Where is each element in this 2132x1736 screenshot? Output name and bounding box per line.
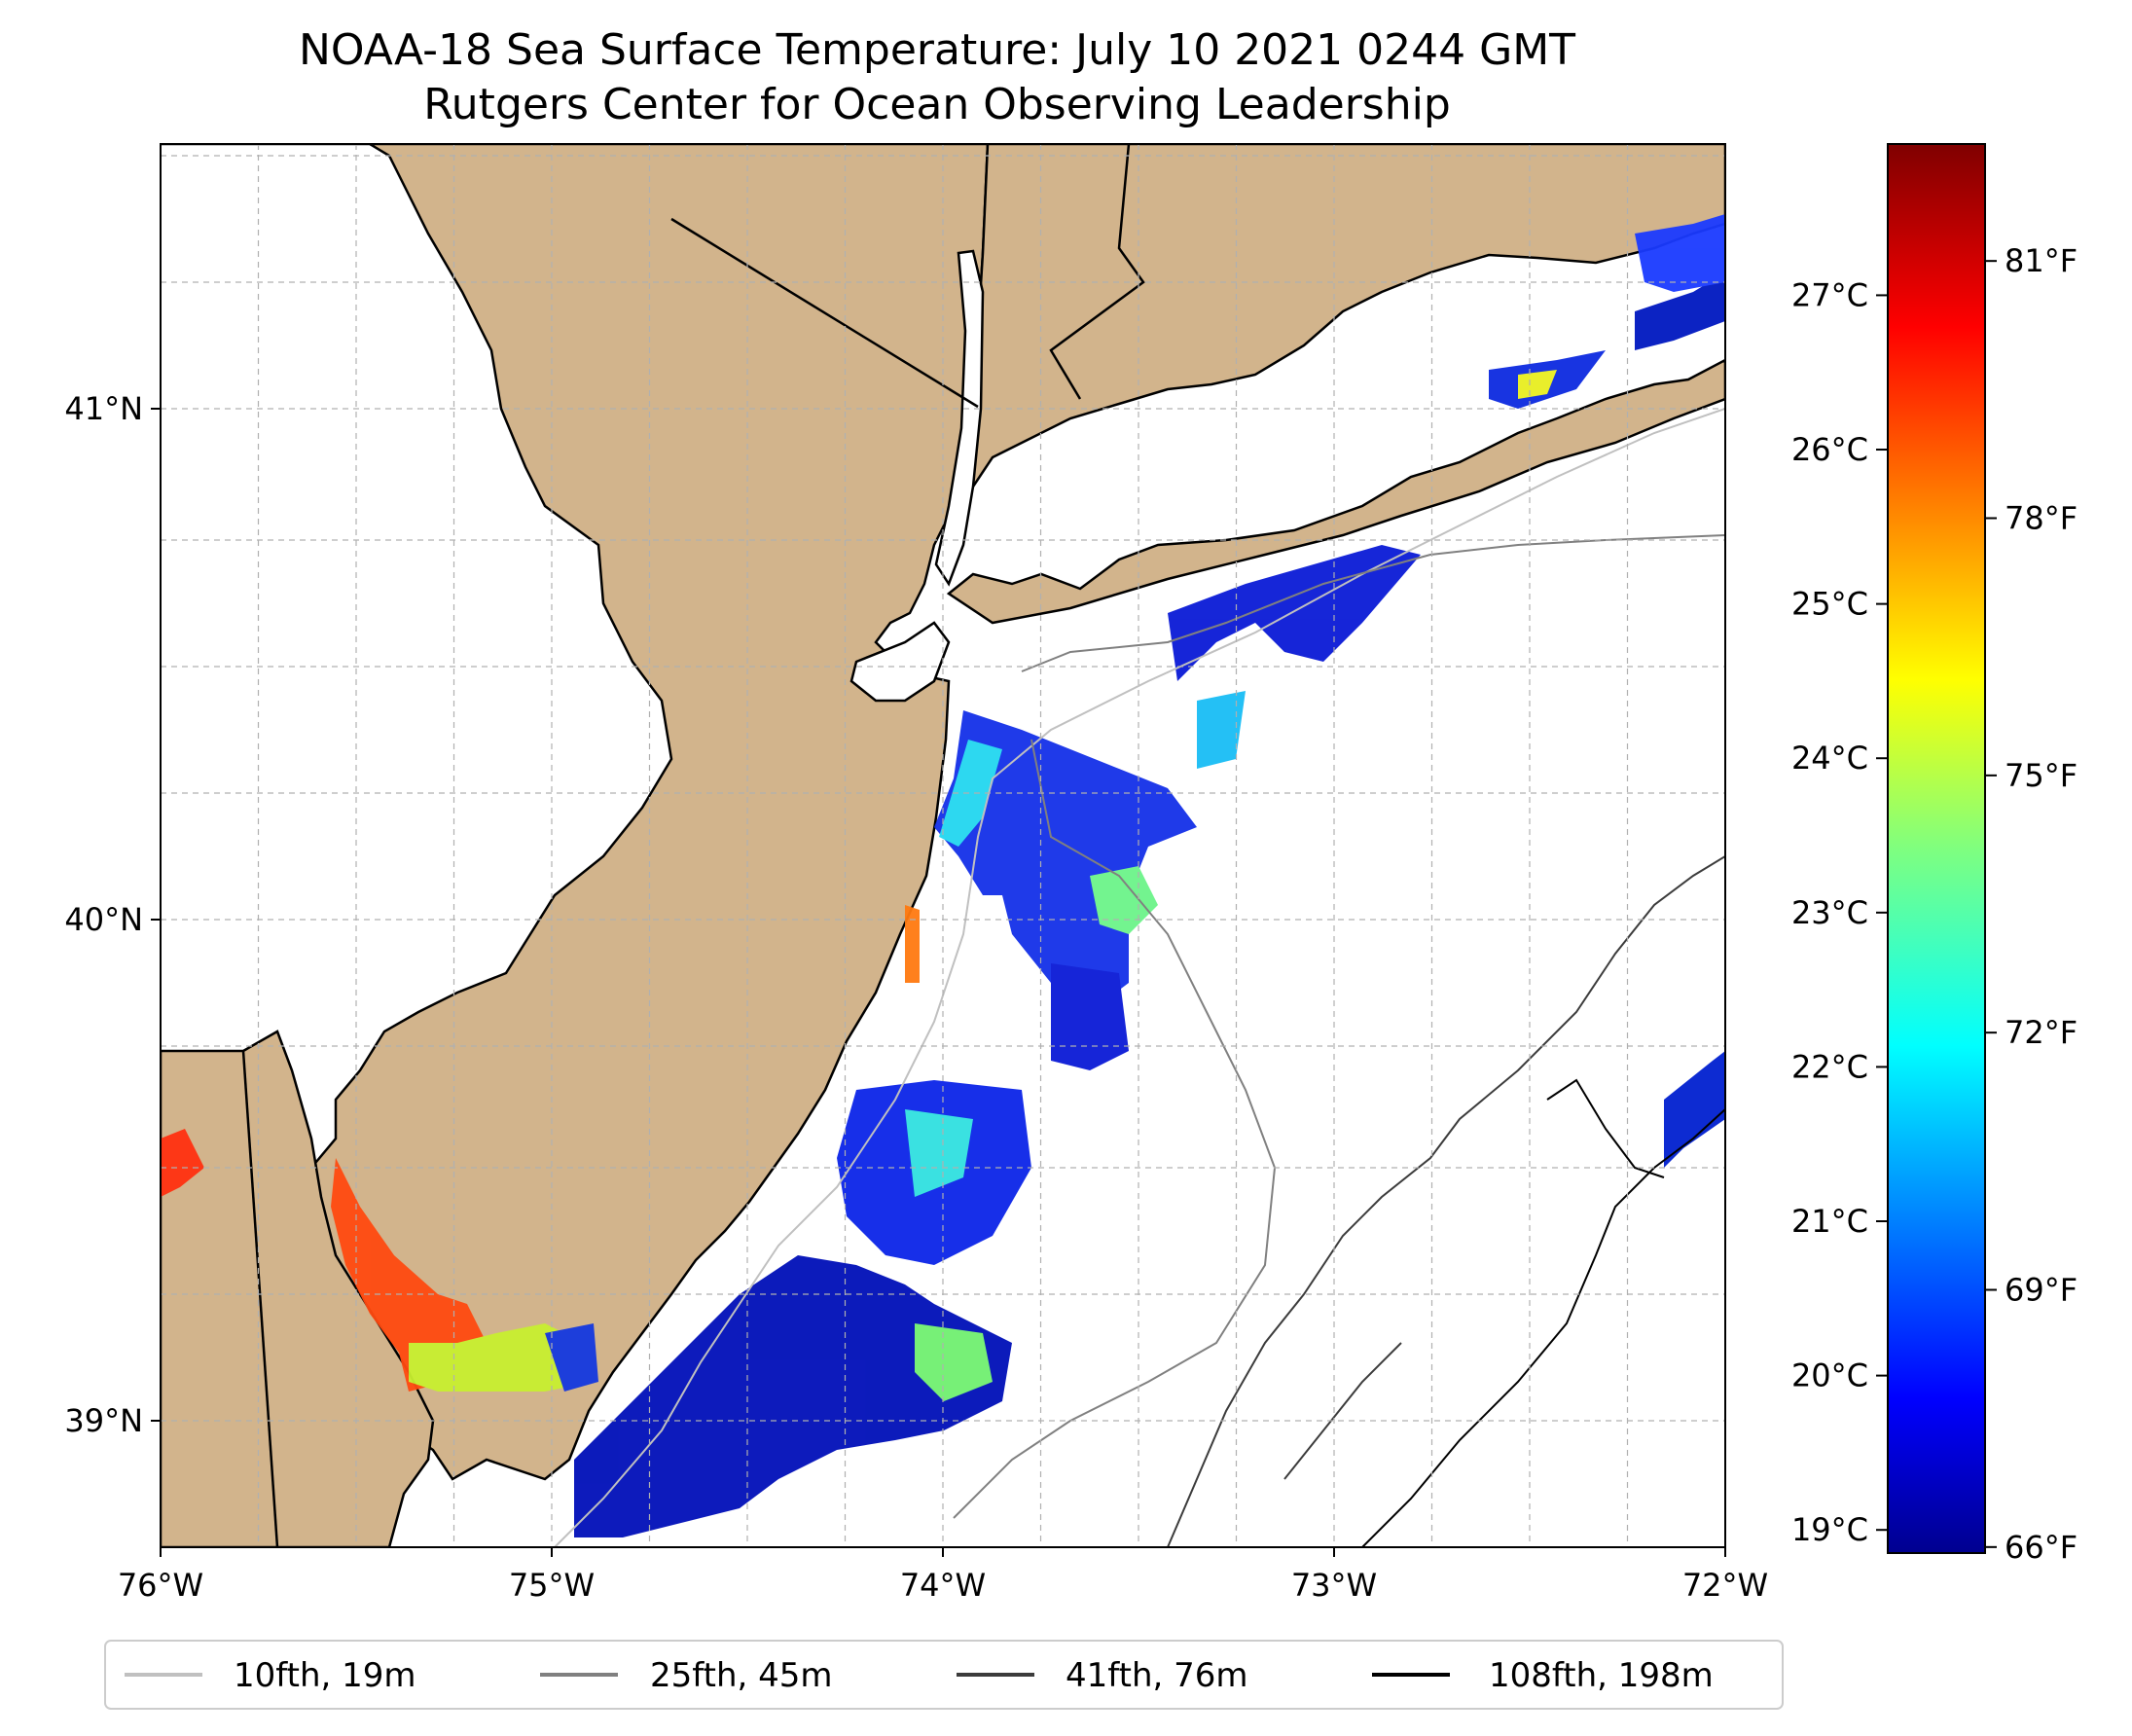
sst-swath-ri-sound xyxy=(1635,272,1725,350)
hudson-river xyxy=(934,249,985,587)
sst-swath-li-sound-yellow xyxy=(1518,370,1557,399)
title-line-2: Rutgers Center for Ocean Observing Leade… xyxy=(423,80,1451,129)
land-long-island xyxy=(946,358,1725,625)
legend: 10fth, 19m 25fth, 45m 41fth, 76m 108fth,… xyxy=(104,1640,1784,1710)
isobath-10fth xyxy=(554,408,1725,1547)
colorbar-fahrenheit-tick-label: 69°F xyxy=(2005,1272,2078,1309)
sst-swath-offshore-a xyxy=(1051,963,1129,1070)
colorbar-celsius-tick-label: 26°C xyxy=(1791,431,1868,468)
lon-tick-label: 75°W xyxy=(509,1567,595,1604)
sst-swath-east xyxy=(1664,1051,1725,1168)
sst-swath-delaware-bay-cool xyxy=(545,1323,598,1392)
colorbar-fahrenheit-tick-label: 75°F xyxy=(2005,757,2078,794)
sst-swath-nj-shore xyxy=(934,710,1197,1012)
legend-label-25fth: 25fth, 45m xyxy=(650,1656,833,1695)
colorbar-celsius-tick-label: 25°C xyxy=(1791,586,1868,623)
colorbar-gradient xyxy=(1887,143,1986,1554)
colorbar-fahrenheit-tick-label: 81°F xyxy=(2005,242,2078,279)
title-line-1: NOAA-18 Sea Surface Temperature: July 10… xyxy=(299,25,1575,75)
isobath-41fth xyxy=(1167,855,1725,1547)
colorbar-fahrenheit-tick-label: 66°F xyxy=(2005,1529,2078,1566)
legend-box xyxy=(104,1640,1784,1710)
colorbar-celsius-tick-label: 22°C xyxy=(1791,1048,1868,1085)
sst-swath-li-shelf xyxy=(1168,545,1421,681)
sst-swath-hudson-canyon-green xyxy=(1090,866,1158,934)
lat-tick-label: 39°N xyxy=(64,1402,143,1439)
sst-swath-south-nj-cyan xyxy=(905,1109,973,1197)
legend-label-10fth: 10fth, 19m xyxy=(234,1656,416,1695)
colorbar-fahrenheit-tick-label: 72°F xyxy=(2005,1014,2078,1051)
sst-swath-nj-shore-cyan xyxy=(939,740,1002,847)
colorbar-celsius-tick-label: 27°C xyxy=(1791,276,1868,313)
state-border-nj-ny xyxy=(670,217,979,409)
lon-tick-label: 73°W xyxy=(1291,1567,1377,1604)
legend-label-108fth: 108fth, 198m xyxy=(1489,1656,1714,1695)
state-border-de-md xyxy=(241,1050,279,1547)
legend-label-41fth: 41fth, 76m xyxy=(1066,1656,1248,1695)
lon-tick-label: 74°W xyxy=(900,1567,986,1604)
map-panel xyxy=(161,144,1725,1547)
sst-swath-cape-may-green xyxy=(915,1323,993,1401)
lat-tick-label: 41°N xyxy=(64,390,143,427)
sst-swath-li-shelf-cyan xyxy=(1197,691,1246,769)
colorbar-celsius-ticks: 19°C 20°C 21°C 22°C 23°C 24°C 25°C 26°C 27°C xyxy=(1791,276,1888,1548)
lon-tick-label: 76°W xyxy=(118,1567,203,1604)
sst-swath-chesapeake-warm xyxy=(161,1129,204,1197)
lon-tick-labels: 76°W 75°W 74°W 73°W 72°W xyxy=(118,1547,1768,1604)
sst-swath-block-island xyxy=(1635,214,1725,292)
colorbar-celsius-tick-label: 21°C xyxy=(1791,1203,1868,1240)
colorbar-celsius-tick-label: 23°C xyxy=(1791,894,1868,931)
colorbar: 19°C 20°C 21°C 22°C 23°C 24°C 25°C 26°C 27°C 66°… xyxy=(1791,143,2078,1566)
ny-harbor xyxy=(849,621,951,703)
sst-swath-delaware-bay-warm xyxy=(331,1158,487,1392)
colorbar-celsius-tick-label: 20°C xyxy=(1791,1357,1868,1394)
colorbar-fahrenheit-ticks: 66°F 69°F 72°F 75°F 78°F 81°F xyxy=(1985,242,2078,1566)
lat-tick-label: 40°N xyxy=(64,901,143,938)
sst-swaths xyxy=(161,214,1725,1537)
state-border-ny-ct xyxy=(1049,144,1145,400)
colorbar-fahrenheit-tick-label: 78°F xyxy=(2005,500,2078,537)
sst-swath-nj-coast-warm xyxy=(905,905,920,983)
isobath-108fth xyxy=(1361,1078,1725,1547)
gridlines xyxy=(161,144,1725,1547)
colorbar-celsius-tick-label: 24°C xyxy=(1791,740,1868,777)
lon-tick-label: 72°W xyxy=(1682,1567,1768,1604)
colorbar-celsius-tick-label: 19°C xyxy=(1791,1511,1868,1548)
lat-tick-labels: 39°N 40°N 41°N xyxy=(64,390,161,1439)
sst-swath-cape-may-shelf xyxy=(574,1255,1012,1537)
